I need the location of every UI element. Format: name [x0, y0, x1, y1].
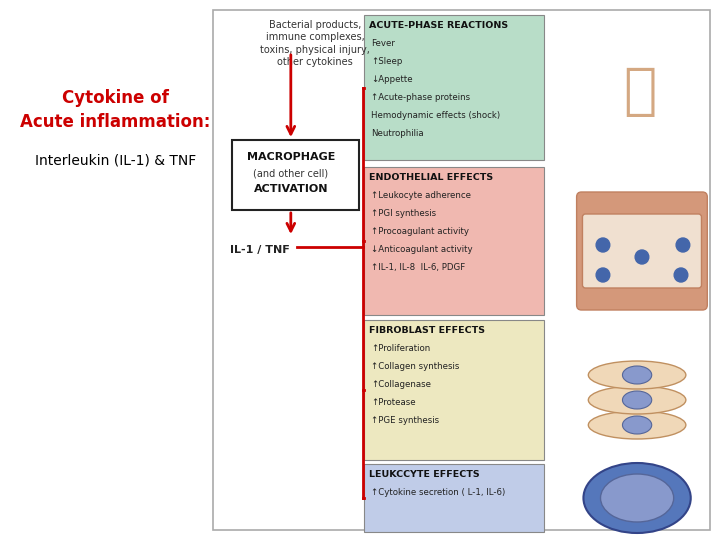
- Text: Cytokine of
Acute inflammation:: Cytokine of Acute inflammation:: [20, 89, 210, 131]
- Text: ↑Leukocyte adherence: ↑Leukocyte adherence: [371, 191, 471, 200]
- Text: ↑PGI synthesis: ↑PGI synthesis: [371, 209, 436, 218]
- Ellipse shape: [623, 416, 652, 434]
- FancyBboxPatch shape: [213, 10, 710, 530]
- Circle shape: [674, 268, 688, 282]
- Text: ↑PGE synthesis: ↑PGE synthesis: [371, 416, 439, 425]
- Text: Fever: Fever: [371, 39, 395, 48]
- Text: ACUTE-PHASE REACTIONS: ACUTE-PHASE REACTIONS: [369, 21, 508, 30]
- FancyBboxPatch shape: [364, 320, 544, 460]
- Circle shape: [596, 268, 610, 282]
- Circle shape: [596, 238, 610, 252]
- FancyBboxPatch shape: [364, 15, 544, 160]
- Text: 👤: 👤: [624, 65, 657, 119]
- Ellipse shape: [623, 391, 652, 409]
- Text: ↑Procoagulant activity: ↑Procoagulant activity: [371, 227, 469, 236]
- FancyBboxPatch shape: [582, 214, 701, 288]
- Text: Interleukin (IL-1) & TNF: Interleukin (IL-1) & TNF: [35, 153, 196, 167]
- Text: Neutrophilia: Neutrophilia: [371, 129, 423, 138]
- Text: ↑IL-1, IL-8  IL-6, PDGF: ↑IL-1, IL-8 IL-6, PDGF: [371, 263, 465, 272]
- Text: (and other cell): (and other cell): [253, 168, 328, 178]
- Text: FIBROBLAST EFFECTS: FIBROBLAST EFFECTS: [369, 326, 485, 335]
- Text: MACROPHAGE: MACROPHAGE: [247, 152, 335, 162]
- Text: IL-1 / TNF: IL-1 / TNF: [230, 245, 289, 255]
- Ellipse shape: [588, 411, 686, 439]
- FancyBboxPatch shape: [583, 15, 696, 170]
- FancyBboxPatch shape: [233, 140, 359, 210]
- Text: ENDOTHELIAL EFFECTS: ENDOTHELIAL EFFECTS: [369, 173, 493, 182]
- Circle shape: [676, 238, 690, 252]
- Text: ↓Anticoagulant activity: ↓Anticoagulant activity: [371, 245, 472, 254]
- Text: ACTIVATION: ACTIVATION: [253, 184, 328, 194]
- FancyBboxPatch shape: [364, 464, 544, 532]
- FancyBboxPatch shape: [577, 192, 707, 310]
- Ellipse shape: [588, 386, 686, 414]
- Text: ↑Collagenase: ↑Collagenase: [371, 380, 431, 389]
- Text: ↑Collagen synthesis: ↑Collagen synthesis: [371, 362, 459, 371]
- Text: ↑Protease: ↑Protease: [371, 398, 415, 407]
- Text: ↑Proliferation: ↑Proliferation: [371, 344, 430, 353]
- Text: ↓Appette: ↓Appette: [371, 75, 413, 84]
- Text: ↑Sleep: ↑Sleep: [371, 57, 402, 66]
- Circle shape: [635, 250, 649, 264]
- Ellipse shape: [588, 361, 686, 389]
- Ellipse shape: [623, 366, 652, 384]
- FancyBboxPatch shape: [579, 185, 706, 315]
- Text: ↑Acute-phase proteins: ↑Acute-phase proteins: [371, 93, 470, 102]
- Text: Bacterial products,
immune complexes,
toxins, physical injury,
other cytokines: Bacterial products, immune complexes, to…: [260, 20, 370, 67]
- Text: ↑Cytokine secretion ( L-1, IL-6): ↑Cytokine secretion ( L-1, IL-6): [371, 488, 505, 497]
- Ellipse shape: [583, 463, 690, 533]
- Ellipse shape: [600, 474, 674, 522]
- FancyBboxPatch shape: [364, 167, 544, 315]
- Text: Hemodynamic effects (shock): Hemodynamic effects (shock): [371, 111, 500, 120]
- Text: LEUKCCYTE EFFECTS: LEUKCCYTE EFFECTS: [369, 470, 480, 479]
